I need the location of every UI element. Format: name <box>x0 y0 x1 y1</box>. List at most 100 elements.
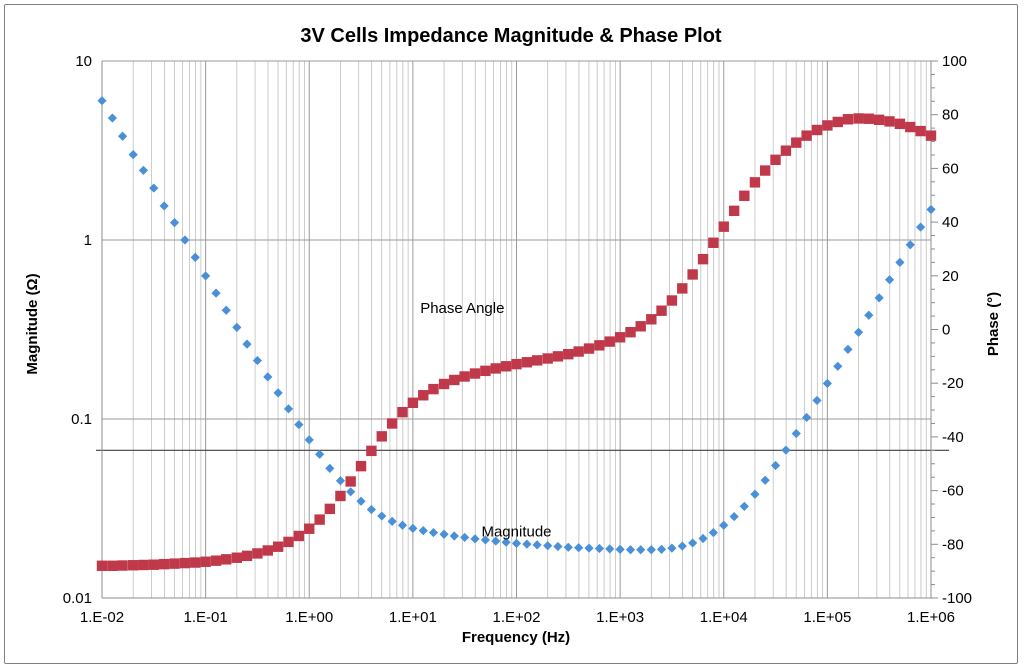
phase-point <box>200 556 211 567</box>
phase-point <box>728 205 740 217</box>
magnitude-point <box>708 527 718 538</box>
y2-tick-label: -20 <box>942 375 964 392</box>
phase-point <box>863 113 874 124</box>
magnitude-point <box>366 504 377 515</box>
magnitude-point <box>522 539 532 549</box>
magnitude-point <box>833 361 843 371</box>
minor-gridlines <box>132 61 927 598</box>
magnitude-point <box>636 545 646 555</box>
phase-point <box>697 253 709 265</box>
magnitude-point <box>470 534 480 544</box>
phase-point <box>407 397 419 409</box>
magnitude-point <box>159 201 169 211</box>
y-axis-title: Magnitude (Ω) <box>24 273 41 374</box>
phase-point <box>842 114 854 125</box>
magnitude-point <box>874 293 884 303</box>
phase-point <box>749 177 761 188</box>
phase-point <box>521 357 533 368</box>
phase-point <box>490 363 501 374</box>
magnitude-point <box>335 476 346 486</box>
magnitude-point <box>802 412 812 423</box>
magnitude-point <box>263 372 273 382</box>
phase-point <box>500 361 512 372</box>
magnitude-point <box>449 531 459 541</box>
phase-point <box>739 190 750 201</box>
magnitude-point <box>480 535 490 545</box>
magnitude-point <box>884 275 895 285</box>
y-tick-label: 10 <box>75 53 92 70</box>
phase-point <box>169 558 180 569</box>
x-tick-label: 1.E+04 <box>700 609 748 626</box>
phase-point <box>801 130 812 141</box>
phase-point <box>614 332 626 343</box>
axes <box>101 60 938 599</box>
phase-point <box>708 237 719 248</box>
magnitude-point <box>439 529 449 539</box>
phase-point <box>438 378 450 390</box>
y2-tick-label: 80 <box>942 107 959 124</box>
magnitude-point <box>667 543 677 553</box>
magnitude-point <box>169 218 180 228</box>
magnitude-point <box>397 520 408 530</box>
phase-point <box>531 355 543 366</box>
y2-tick-label: -60 <box>942 483 964 500</box>
magnitude-annotation: Magnitude <box>481 524 551 541</box>
magnitude-point <box>563 542 573 552</box>
phase-point <box>148 559 159 570</box>
phase-point <box>127 560 139 571</box>
magnitude-point <box>916 222 926 232</box>
magnitude-point <box>553 541 563 552</box>
phase-point <box>791 137 802 148</box>
magnitude-point <box>543 541 553 551</box>
impedance-chart: 1.E-02 1.E-01 1.E+00 1.E+01 1.E+02 1.E+03 1.E+… <box>24 25 1002 646</box>
magnitude-point <box>511 538 522 548</box>
magnitude-point <box>128 149 138 160</box>
magnitude-point <box>491 536 501 546</box>
magnitude-point <box>138 165 149 175</box>
y-tick-label: 0.01 <box>63 590 92 607</box>
phase-point <box>915 125 926 137</box>
magnitude-point <box>346 487 356 497</box>
magnitude-point <box>304 435 314 445</box>
magnitude-point <box>864 310 874 320</box>
phase-point <box>386 418 398 429</box>
magnitude-point <box>739 501 749 511</box>
magnitude-point <box>460 532 470 543</box>
phase-point <box>552 351 564 362</box>
magnitude-point <box>325 463 335 473</box>
magnitude-point <box>605 544 615 554</box>
phase-point <box>158 558 170 570</box>
phase-point <box>573 346 584 357</box>
phase-point <box>293 530 305 542</box>
phase-point <box>884 116 895 127</box>
phase-point <box>811 124 823 136</box>
y2-tick-label: -40 <box>942 429 964 446</box>
phase-point <box>770 154 781 166</box>
magnitude-point <box>656 544 667 554</box>
x-tick-label: 1.E+01 <box>389 609 437 626</box>
phase-point <box>677 283 688 294</box>
phase-point <box>718 221 729 232</box>
phase-point <box>96 560 108 571</box>
phase-point <box>656 305 667 316</box>
phase-point <box>272 541 284 552</box>
magnitude-point <box>377 511 387 521</box>
magnitude-point <box>180 235 190 245</box>
magnitude-point <box>201 271 211 281</box>
phase-point <box>107 560 118 571</box>
y-tick-label: 0.1 <box>71 411 92 428</box>
phase-point <box>822 120 833 131</box>
x-tick-label: 1.E+05 <box>803 609 851 626</box>
phase-point <box>335 490 346 502</box>
magnitude-point <box>926 204 936 215</box>
magnitude-point <box>418 525 428 536</box>
phase-angle-annotation: Phase Angle <box>420 300 504 317</box>
x-tick-label: 1.E+00 <box>285 609 333 626</box>
magnitude-point <box>242 339 252 349</box>
magnitude-point <box>501 537 511 547</box>
magnitude-point <box>294 420 304 430</box>
major-gridlines <box>101 60 932 599</box>
phase-point <box>873 114 885 126</box>
phase-point <box>583 343 595 354</box>
magnitude-point <box>677 541 687 551</box>
